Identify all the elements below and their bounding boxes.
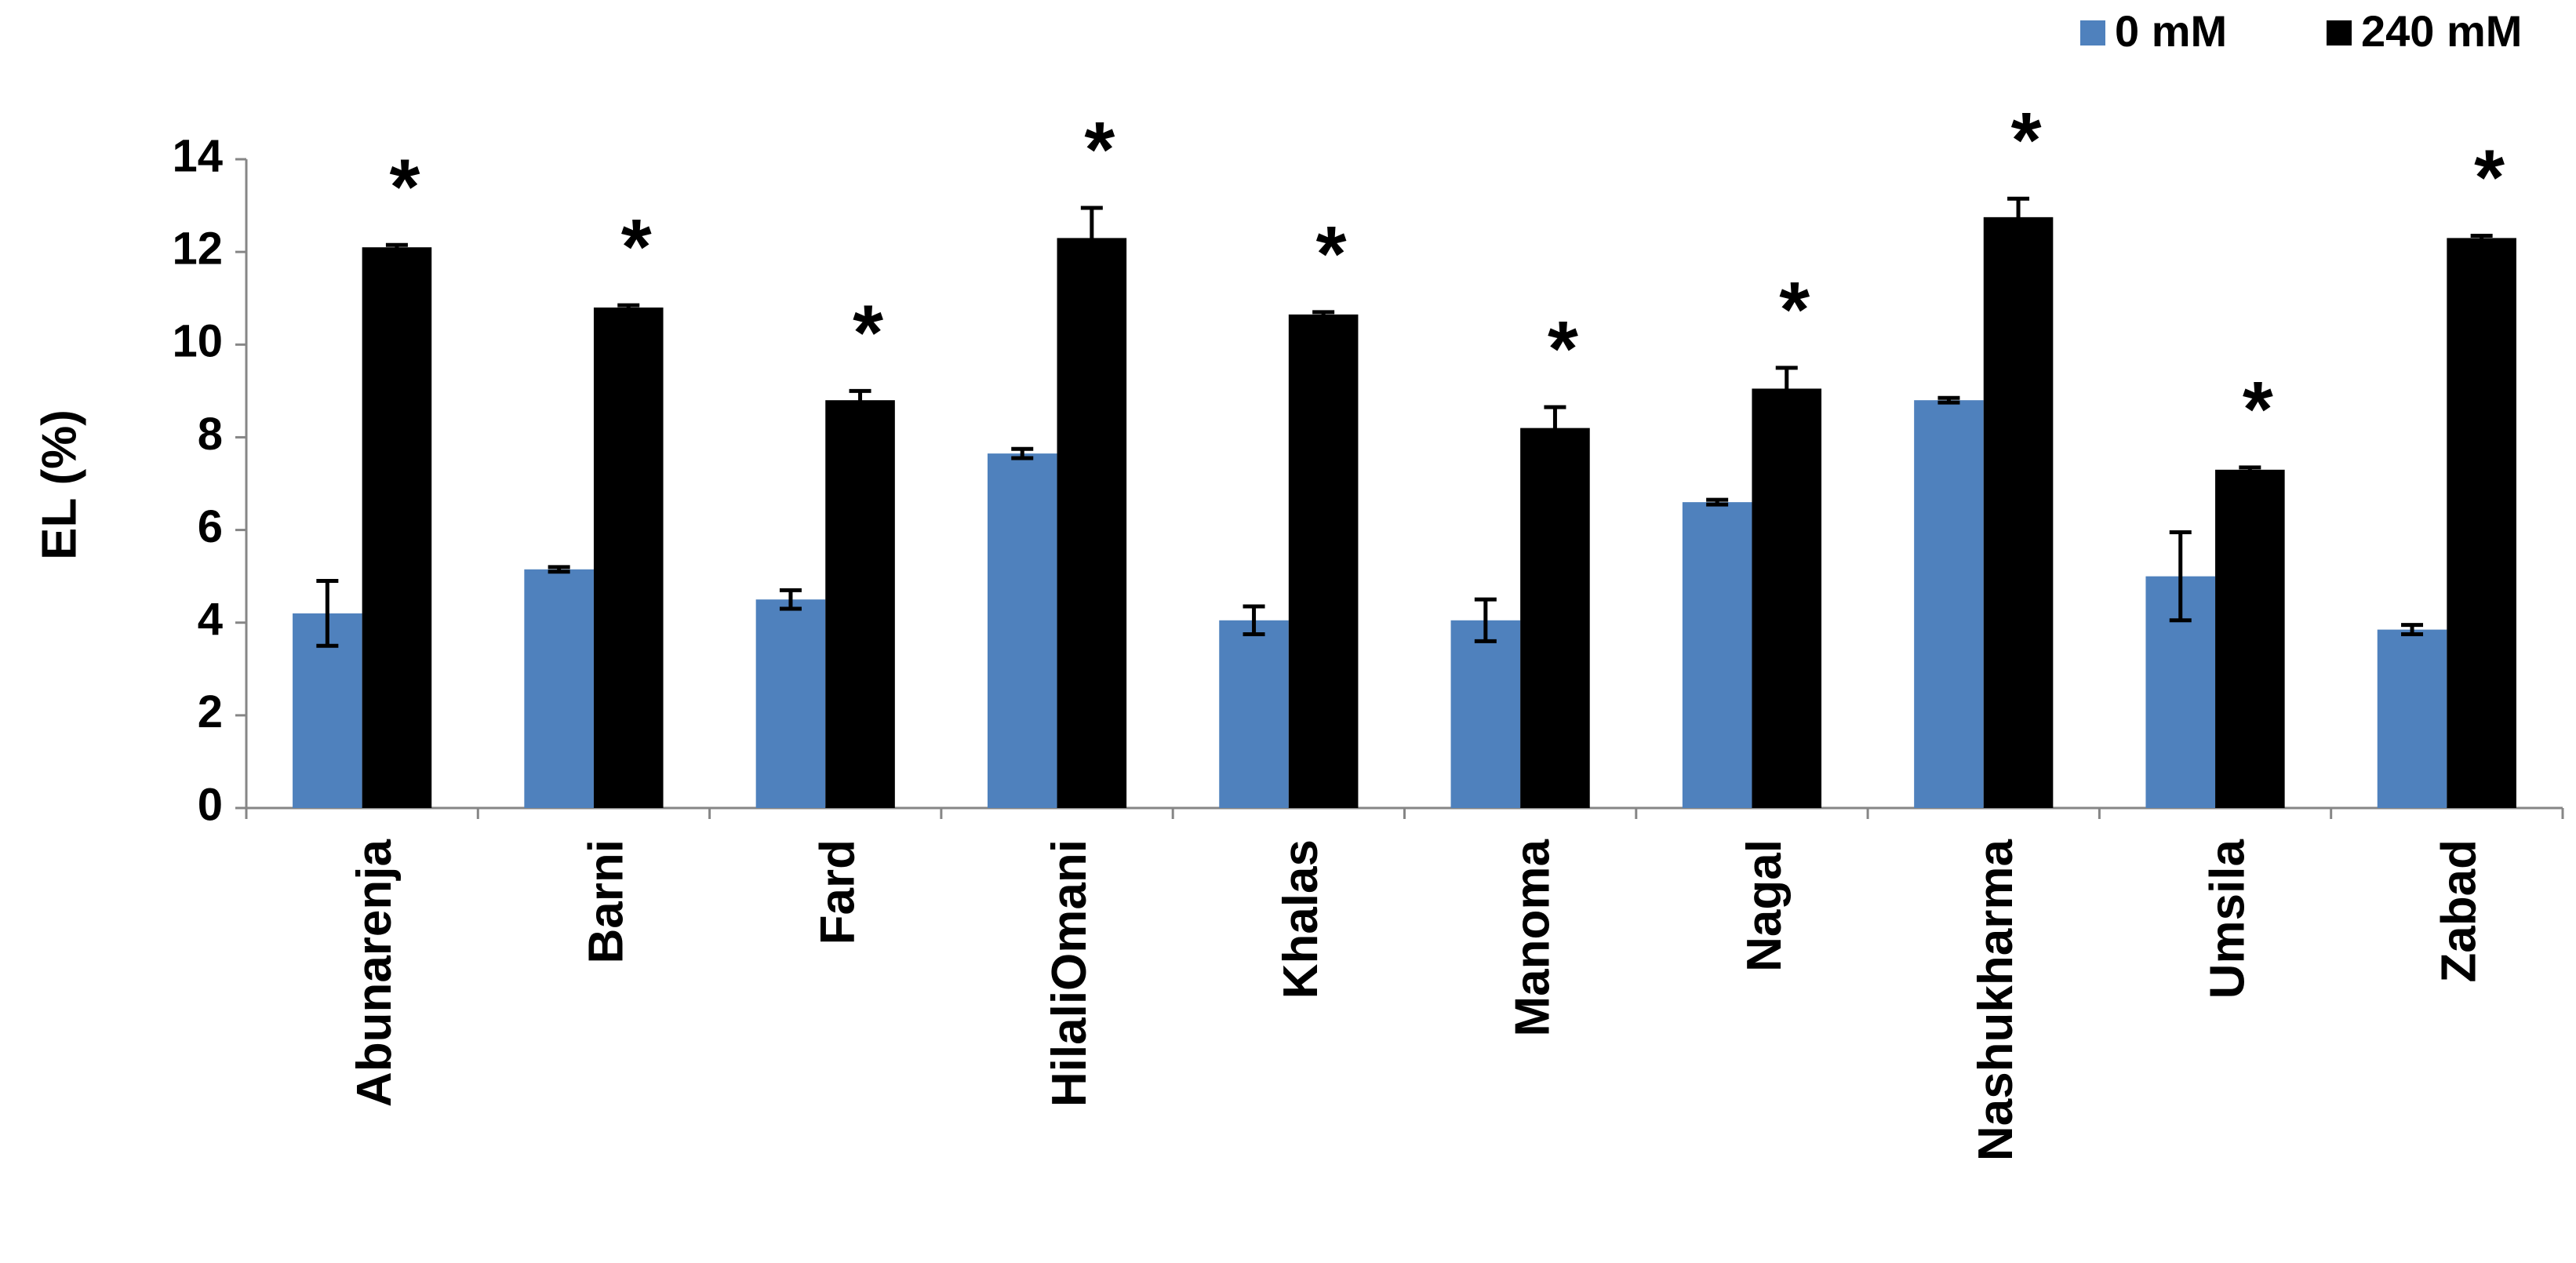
bar <box>1057 238 1127 809</box>
error-bar <box>1937 395 1960 405</box>
bar <box>2447 238 2516 809</box>
x-tick-label: Abunarenja <box>347 839 402 1107</box>
error-bar <box>849 388 871 412</box>
bar <box>1450 620 1521 808</box>
error-bar <box>1312 310 1335 319</box>
x-tick-label: Barni <box>579 839 633 963</box>
bar <box>1219 620 1289 808</box>
error-bar <box>316 579 339 648</box>
bar <box>825 400 895 809</box>
error-bar <box>1544 405 1566 451</box>
error-bar <box>385 242 408 252</box>
bar <box>1682 502 1752 808</box>
x-tick-label: Nashukharma <box>1969 839 2023 1161</box>
bar <box>2377 629 2447 808</box>
y-tick-label: 0 <box>198 779 223 830</box>
legend-swatch <box>2327 20 2352 45</box>
bar <box>1914 400 1984 809</box>
significance-mark: * <box>2243 366 2273 453</box>
error-bar <box>2239 465 2261 475</box>
y-tick-label: 10 <box>172 316 223 367</box>
bar <box>593 308 664 808</box>
x-tick-label: Zabad <box>2432 839 2487 983</box>
bar <box>2215 469 2285 808</box>
bar <box>755 599 826 808</box>
legend-label: 0 mM <box>2115 6 2227 56</box>
legend-label: 240 mM <box>2361 6 2522 56</box>
bar <box>1288 314 1359 808</box>
x-tick-label: Fard <box>811 839 865 945</box>
error-bar <box>2007 196 2030 238</box>
y-axis-label: EL (%) <box>32 409 86 560</box>
error-bar <box>1011 446 1034 460</box>
x-tick-label: Umsila <box>2200 839 2254 999</box>
y-tick-label: 4 <box>198 594 223 645</box>
significance-mark: * <box>853 289 883 377</box>
x-tick-label: Manoma <box>1506 839 1560 1036</box>
error-bar <box>2401 623 2424 636</box>
error-bar <box>548 565 570 574</box>
error-bar <box>1474 597 1497 643</box>
error-bar <box>1706 497 1729 507</box>
y-tick-label: 14 <box>172 130 223 181</box>
y-tick-label: 12 <box>172 223 223 274</box>
legend-swatch <box>2080 20 2105 45</box>
error-bar <box>1775 366 1798 412</box>
x-tick-label: Khalas <box>1274 839 1328 999</box>
significance-mark: * <box>1316 210 1347 298</box>
x-tick-label: Nagal <box>1737 839 1792 972</box>
bar <box>1520 428 1590 808</box>
bar <box>987 453 1057 808</box>
bar <box>1983 217 2054 808</box>
significance-mark: * <box>1548 305 1578 393</box>
bar <box>1752 388 1822 808</box>
significance-mark: * <box>2474 133 2505 221</box>
error-bar <box>1080 206 1103 271</box>
y-tick-label: 8 <box>198 409 223 460</box>
significance-mark: * <box>621 203 652 291</box>
error-bar <box>2470 233 2493 242</box>
y-tick-label: 2 <box>198 686 223 737</box>
bar <box>362 247 432 808</box>
y-tick-label: 6 <box>198 501 223 552</box>
error-bar <box>779 588 802 611</box>
significance-mark: * <box>1084 106 1115 194</box>
x-tick-label: HilaliOmani <box>1042 839 1097 1107</box>
significance-mark: * <box>1779 266 1810 354</box>
error-bar <box>2169 530 2192 623</box>
error-bar <box>1243 604 1265 636</box>
bar <box>524 569 594 808</box>
error-bar <box>617 303 640 312</box>
significance-mark: * <box>389 143 420 231</box>
significance-mark: * <box>2011 96 2042 184</box>
